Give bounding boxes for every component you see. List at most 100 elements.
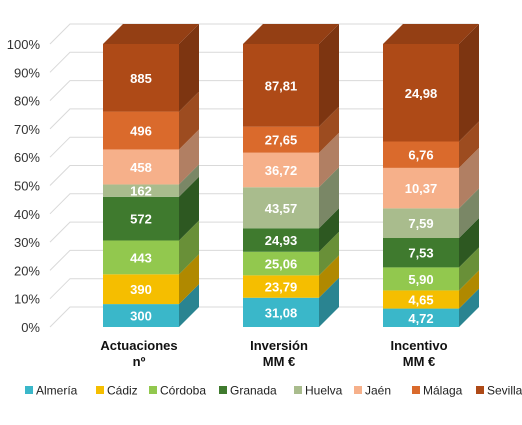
bar-front: [383, 267, 459, 291]
legend-swatch: [354, 386, 362, 394]
gridline: [49, 249, 478, 271]
bar-segment: [383, 188, 479, 239]
bar-segment: [243, 24, 339, 127]
gridline: [49, 80, 478, 101]
gridline: [49, 165, 478, 186]
bar-segment: [383, 270, 479, 309]
bar-stacks: 300 390 443 572 162 458 496 885 31,08 23,79 25,06 2…: [103, 24, 479, 327]
bar-side: [459, 270, 479, 309]
bar-front: [103, 240, 179, 275]
data-label: 885: [130, 71, 152, 86]
bar-side: [179, 220, 199, 275]
legend-swatch: [412, 386, 420, 394]
bar-side: [459, 121, 479, 168]
y-tick-label: 80%: [14, 94, 40, 109]
legend-label: Málaga: [423, 384, 463, 398]
bar-side: [319, 208, 339, 252]
bar-segment: [383, 121, 479, 168]
bar-front: [383, 308, 459, 327]
bar-segment: [103, 91, 199, 150]
chart-gridlines: [49, 23, 478, 328]
bar-segment: [383, 218, 479, 268]
y-axis: 0% 10% 20% 30% 40% 50% 60% 70% 80% 90% 100%: [7, 37, 41, 335]
bar-stack: [103, 24, 199, 327]
data-label: 6,76: [408, 148, 433, 163]
bar-side: [459, 147, 479, 209]
data-label: 25,06: [265, 257, 298, 272]
bar-segment: [103, 176, 199, 241]
bar-side: [459, 218, 479, 268]
data-label: 4,65: [408, 293, 433, 308]
y-tick-label: 10%: [14, 292, 40, 307]
category-label: Inversión MM €: [250, 338, 308, 369]
gridline: [49, 23, 478, 45]
data-labels: 300 390 443 572 162 458 496 885 31,08 23,79 25,06 2…: [130, 71, 437, 326]
legend-item: Córdoba: [149, 384, 206, 398]
legend-label: Huelva: [305, 384, 343, 398]
bar-segment: [383, 247, 479, 291]
bar-segment: [243, 255, 339, 298]
legend-swatch: [149, 386, 157, 394]
bar-front: [383, 44, 459, 142]
legend-label: Cádiz: [107, 384, 138, 398]
data-label: 390: [130, 282, 152, 297]
legend-swatch: [294, 386, 302, 394]
legend-item: Sevilla: [476, 384, 522, 398]
bar-segment: [243, 231, 339, 276]
legend-swatch: [96, 386, 104, 394]
data-label: 31,08: [265, 305, 298, 320]
gridline: [49, 306, 478, 328]
bar-segment: [103, 284, 199, 327]
bar-side: [319, 24, 339, 127]
bar-top: [103, 24, 199, 44]
data-label: 36,72: [265, 163, 298, 178]
legend-item: Málaga: [412, 384, 463, 398]
bar-side: [459, 24, 479, 142]
y-tick-label: 70%: [14, 122, 40, 137]
gridline: [49, 136, 478, 158]
data-label: 572: [130, 212, 152, 227]
bar-front: [103, 111, 179, 150]
bar-segment: [243, 277, 339, 327]
bar-front: [383, 290, 459, 309]
bar-top: [243, 24, 339, 44]
bar-front: [103, 44, 179, 112]
data-label: 496: [130, 124, 152, 139]
bar-segment: [383, 24, 479, 142]
data-label: 458: [130, 160, 152, 175]
legend-swatch: [25, 386, 33, 394]
legend-label: Almería: [36, 384, 78, 398]
gridline: [49, 278, 478, 300]
data-label: 23,79: [265, 280, 298, 295]
legend-item: Almería: [25, 384, 78, 398]
data-label: 4,72: [408, 311, 433, 326]
bar-side: [179, 129, 199, 185]
bar-front: [243, 275, 319, 298]
legend: Almería Cádiz Córdoba Granada Huelva Jaén Mála…: [25, 384, 522, 398]
bar-front: [383, 238, 459, 268]
bar-segment: [243, 208, 339, 252]
data-label: 443: [130, 250, 152, 265]
gridline: [49, 193, 478, 215]
data-label: 5,90: [408, 272, 433, 287]
legend-label: Córdoba: [160, 384, 206, 398]
legend-swatch: [476, 386, 484, 394]
bar-side: [179, 284, 199, 327]
bar-front: [103, 196, 179, 241]
y-tick-label: 100%: [7, 37, 41, 52]
bar-segment: [103, 220, 199, 275]
y-tick-label: 0%: [21, 320, 40, 335]
bar-front: [243, 297, 319, 327]
bar-stack: [243, 24, 339, 327]
legend-item: Jaén: [354, 384, 391, 398]
bar-side: [459, 247, 479, 291]
data-label: 43,57: [265, 201, 298, 216]
bar-segment: [103, 164, 199, 197]
bar-front: [243, 44, 319, 127]
legend-item: Cádiz: [96, 384, 138, 398]
y-tick-label: 30%: [14, 235, 40, 250]
legend-label: Jaén: [365, 384, 391, 398]
y-tick-label: 20%: [14, 263, 40, 278]
bar-side: [319, 231, 339, 276]
